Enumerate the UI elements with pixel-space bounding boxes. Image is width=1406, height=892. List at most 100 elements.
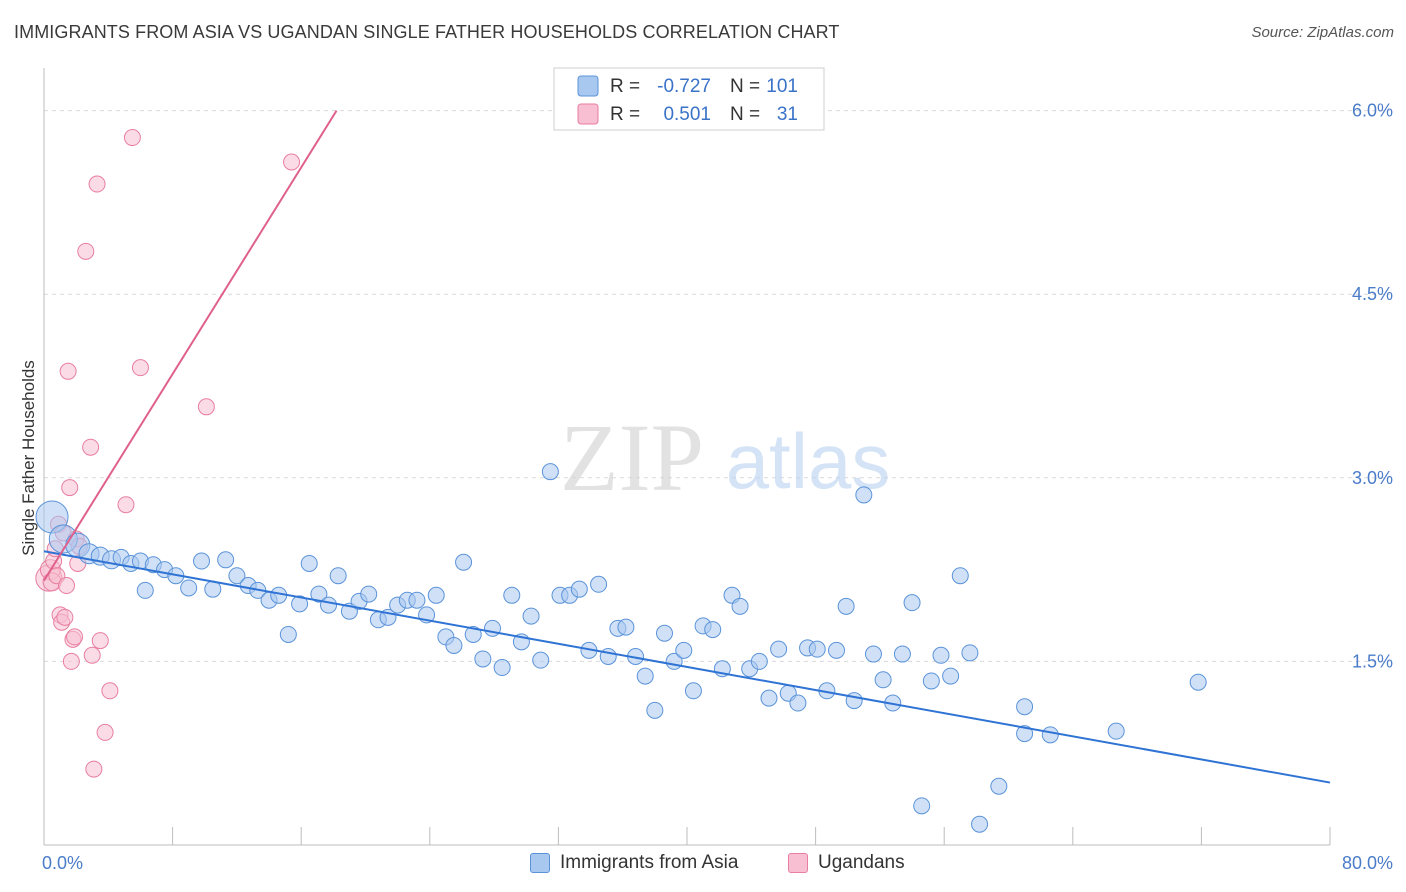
point-ugandans-28 (117, 496, 135, 514)
point-asia-85 (893, 645, 911, 663)
legend-r-value-1: -0.727 (657, 76, 711, 97)
point-ugandans-11 (58, 577, 76, 595)
legend-r-label-2: R = (610, 104, 640, 125)
series-ugandans-points (35, 129, 301, 778)
point-asia-71 (760, 689, 778, 707)
point-asia-65 (704, 621, 722, 639)
tick-labels: 1.5% 3.0% 4.5% 6.0% 0.0% 80.0% (42, 101, 1393, 873)
point-asia-82 (864, 645, 882, 663)
point-asia-74 (789, 694, 807, 712)
point-asia-40 (464, 625, 482, 643)
point-asia-89 (932, 646, 950, 664)
series-legend: Immigrants from Asia Ugandans (0, 850, 1406, 880)
watermark: ZIP atlas (560, 404, 890, 511)
point-asia-13 (193, 552, 211, 570)
point-ugandans-16 (66, 628, 84, 646)
point-asia-29 (360, 585, 378, 603)
point-asia-100 (136, 581, 154, 599)
legend-n-label-1: N = (730, 76, 760, 97)
point-ugandans-14 (62, 652, 80, 670)
point-asia-95 (1016, 698, 1034, 716)
point-asia-87 (913, 797, 931, 815)
point-asia-48 (541, 463, 559, 481)
point-asia-47 (532, 651, 550, 669)
legend-swatch-blue (577, 75, 599, 97)
point-asia-12 (180, 579, 198, 597)
point-asia-53 (590, 575, 608, 593)
point-asia-42 (483, 619, 501, 637)
point-asia-90 (942, 667, 960, 685)
point-asia-93 (971, 815, 989, 833)
point-ugandans-12 (59, 362, 77, 380)
legend-n-value-1: 101 (766, 76, 798, 97)
point-asia-15 (217, 551, 235, 569)
point-ugandans-22 (83, 646, 101, 664)
legend-swatch-ugandans (788, 853, 808, 873)
point-asia-79 (837, 597, 855, 615)
point-asia-63 (684, 682, 702, 700)
point-ugandans-30 (131, 359, 149, 377)
trendline-asia (43, 550, 1331, 784)
legend-swatch-pink (577, 103, 599, 125)
source-credit: Source: ZipAtlas.com (1251, 24, 1394, 41)
legend-n-label-2: N = (730, 104, 760, 125)
trend-lines (43, 110, 1331, 784)
point-ugandans-26 (96, 723, 114, 741)
y-tick-label-1: 3.0% (1352, 468, 1393, 488)
correlation-legend: R = -0.727 N = 101 R = 0.501 N = 31 (553, 67, 825, 131)
point-ugandans-27 (101, 682, 119, 700)
point-asia-81 (855, 486, 873, 504)
point-asia-94 (990, 777, 1008, 795)
point-asia-98 (1107, 722, 1125, 740)
point-asia-38 (445, 636, 463, 654)
point-asia-23 (300, 554, 318, 572)
point-asia-96 (1016, 725, 1034, 743)
point-asia-58 (636, 667, 654, 685)
point-asia-41 (474, 650, 492, 668)
point-asia-43 (493, 659, 511, 677)
point-asia-78 (827, 641, 845, 659)
point-asia-25 (320, 596, 338, 614)
point-asia-36 (427, 586, 445, 604)
y-tick-label-0: 1.5% (1352, 651, 1393, 671)
y-tick-label-3: 6.0% (1352, 101, 1393, 121)
axes (43, 68, 1331, 846)
point-ugandans-31 (197, 398, 215, 416)
point-asia-83 (874, 671, 892, 689)
point-ugandans-29 (123, 129, 141, 147)
point-asia-76 (808, 640, 826, 658)
point-asia-60 (655, 624, 673, 642)
legend-label-ugandans: Ugandans (818, 852, 905, 873)
point-ugandans-10 (56, 608, 74, 626)
legend-n-value-2: 31 (777, 104, 798, 125)
point-asia-24 (310, 585, 328, 603)
point-asia-21 (279, 625, 297, 643)
point-asia-51 (570, 580, 588, 598)
watermark-zip: ZIP (560, 404, 704, 511)
legend-label-asia: Immigrants from Asia (560, 852, 739, 873)
point-asia-26 (329, 567, 347, 585)
series-asia-points (35, 463, 1207, 833)
legend-item-asia: Immigrants from Asia (530, 852, 738, 874)
legend-item-ugandans: Ugandans (788, 852, 905, 874)
point-ugandans-32 (283, 153, 301, 171)
point-asia-16 (228, 567, 246, 585)
point-asia-22 (291, 595, 309, 613)
trendline-ugandans (43, 110, 338, 582)
point-ugandans-24 (88, 175, 106, 193)
point-asia-34 (408, 591, 426, 609)
point-asia-70 (750, 652, 768, 670)
point-ugandans-21 (82, 438, 100, 456)
point-asia-46 (522, 607, 540, 625)
y-tick-label-2: 4.5% (1352, 284, 1393, 304)
point-asia-56 (617, 618, 635, 636)
point-asia-97 (1041, 726, 1059, 744)
point-asia-88 (922, 672, 940, 690)
point-ugandans-13 (61, 479, 79, 497)
point-asia-59 (646, 701, 664, 719)
point-asia-62 (675, 641, 693, 659)
point-asia-86 (903, 594, 921, 612)
grid-lines (44, 110, 1390, 662)
point-asia-72 (770, 640, 788, 658)
